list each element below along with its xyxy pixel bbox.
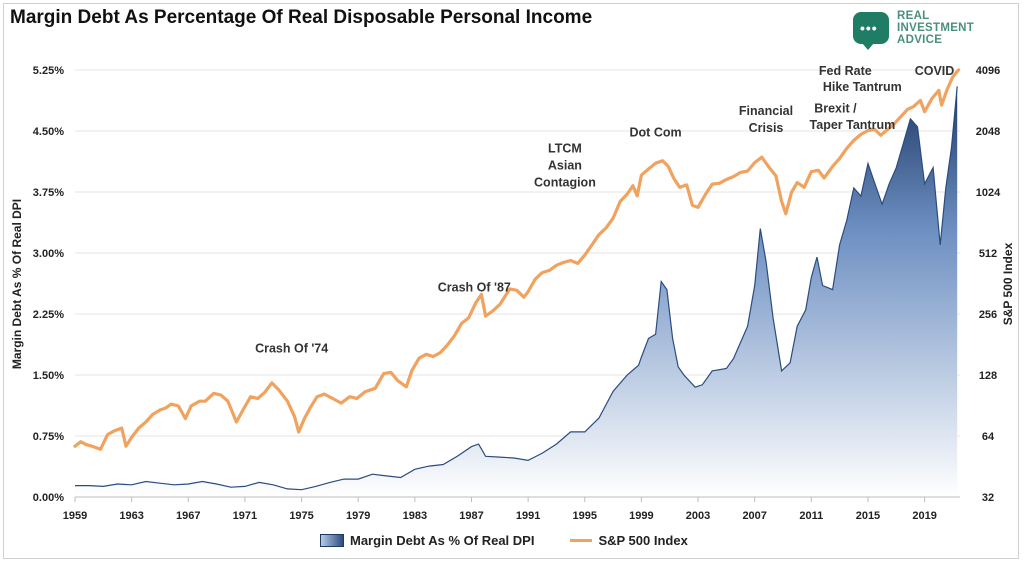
chart-frame (3, 3, 1019, 559)
sp500-line (73, 68, 961, 451)
annotation-label: COVID (915, 64, 955, 78)
y2-tick-label: 4096 (976, 65, 1000, 77)
y2-tick-label: 64 (982, 431, 995, 443)
legend-swatch-margin-debt (320, 533, 344, 547)
x-tick-label: 1999 (629, 510, 653, 522)
margin-debt-area (75, 86, 958, 498)
margin-debt-outline (75, 86, 958, 491)
chat-bubble-icon: ••• (853, 12, 889, 50)
annotation-label: Dot Com (630, 126, 682, 140)
legend-label-margin-debt: Margin Debt As % Of Real DPI (350, 532, 535, 548)
annotation-label: Taper Tantrum (810, 118, 896, 132)
x-tick-label: 1979 (346, 510, 370, 522)
x-tick-label: 2015 (856, 510, 880, 522)
y-axis-label: Margin Debt As % Of Real DPI (10, 199, 24, 369)
annotation-label: Crash Of '74 (255, 342, 328, 356)
x-tick-label: 1991 (516, 510, 540, 522)
y2-tick-label: 2048 (976, 126, 1000, 138)
annotation-label: Asian (548, 159, 582, 173)
y2-tick-label: 128 (979, 370, 997, 382)
x-tick-label: 1963 (119, 510, 143, 522)
y-tick-label: 5.25% (33, 65, 64, 77)
legend-item-margin-debt: Margin Debt As % Of Real DPI (320, 533, 534, 548)
x-tick-label: 2019 (912, 510, 936, 522)
y2-tick-label: 256 (979, 309, 997, 321)
axes: 0.00% 0.75% 1.50% 2.25% 3.00% 3.75% 4.50% 5.25%… (33, 65, 1001, 522)
annotation-label: Contagion (534, 176, 596, 190)
x-tick-label: 1959 (63, 510, 87, 522)
x-tick-label: 2007 (742, 510, 766, 522)
chart-title: Margin Debt As Percentage Of Real Dispos… (10, 7, 593, 28)
annotation-label: Hike Tantrum (823, 80, 902, 94)
margin-debt-area-series (75, 86, 958, 498)
x-tick-label: 1971 (233, 510, 257, 522)
x-tick-label: 1987 (459, 510, 483, 522)
x-tick-label: 1983 (403, 510, 427, 522)
y-tick-label: 0.75% (33, 431, 64, 443)
x-tick-label: 1975 (289, 510, 313, 522)
annotation-label: Crisis (749, 121, 784, 135)
brand-logo-text: REAL INVESTMENT ADVICE (897, 10, 975, 46)
y2-axis-label: S&P 500 Index (1001, 242, 1015, 325)
legend-item-sp500: S&P 500 Index (570, 532, 688, 548)
y-tick-label: 4.50% (33, 126, 64, 138)
y2-tick-label: 32 (982, 492, 994, 504)
brand-logo: ••• REAL INVESTMENT ADVICE (853, 10, 1003, 50)
annotation-label: Financial (739, 104, 793, 118)
y-tick-label: 3.00% (33, 248, 64, 260)
annotations: Crash Of '74 Crash Of '87 LTCM Asian Contagi… (255, 64, 954, 356)
sp500-line-series (73, 68, 961, 451)
x-tick-label: 1995 (573, 510, 597, 522)
annotation-label: Brexit / (814, 101, 857, 115)
x-tick-label: 2011 (799, 510, 823, 522)
y-tick-label: 3.75% (33, 187, 64, 199)
y-tick-label: 2.25% (33, 309, 64, 321)
legend: Margin Debt As % Of Real DPI S&P 500 Ind… (320, 530, 724, 550)
y2-tick-label: 512 (979, 248, 997, 260)
annotation-label: Crash Of '87 (438, 281, 511, 295)
y-tick-label: 1.50% (33, 370, 64, 382)
legend-swatch-sp500 (570, 538, 593, 542)
y-tick-label: 0.00% (33, 492, 64, 504)
x-tick-label: 2003 (686, 510, 710, 522)
legend-label-sp500: S&P 500 Index (598, 532, 688, 548)
annotation-label: Fed Rate (819, 64, 872, 78)
y2-tick-label: 1024 (976, 187, 1001, 199)
x-tick-label: 1967 (176, 510, 200, 522)
annotation-label: LTCM (548, 142, 582, 156)
